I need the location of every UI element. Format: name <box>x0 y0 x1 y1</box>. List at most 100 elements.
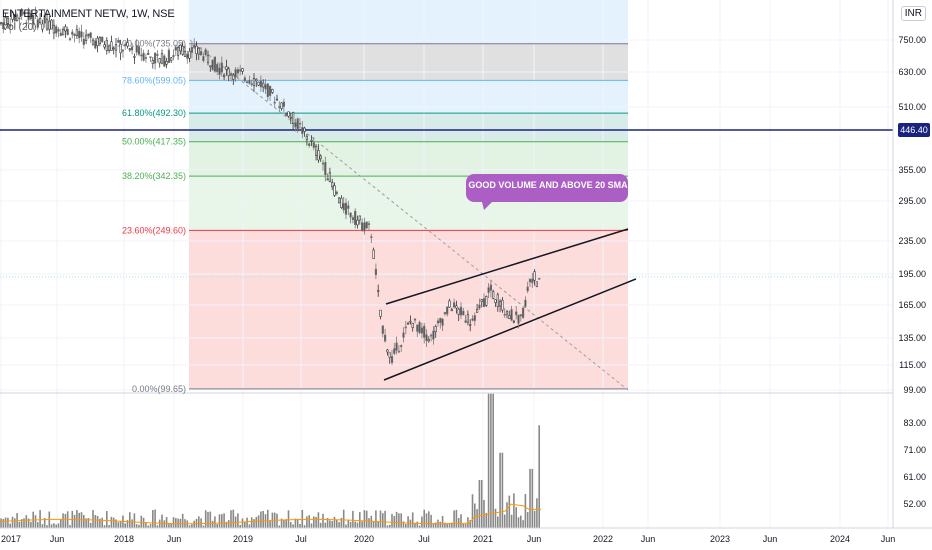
volume-bar <box>439 521 442 528</box>
volume-bar <box>469 520 471 528</box>
candle-body <box>188 50 191 59</box>
candle-body <box>273 101 276 104</box>
time-tick-label: 2023 <box>710 534 730 544</box>
candle-body <box>257 81 260 86</box>
candle-body <box>45 18 49 30</box>
candle-body <box>450 309 453 312</box>
candle-body <box>423 325 426 338</box>
candle-body <box>190 47 194 53</box>
candle-body <box>262 82 265 88</box>
candle-body <box>11 11 14 20</box>
candle-body <box>524 299 527 307</box>
candle-body <box>246 81 249 83</box>
volume-bar <box>347 519 350 528</box>
candle-body <box>18 17 21 20</box>
volume-bar <box>333 516 336 528</box>
candle-body <box>236 69 240 74</box>
candle-body <box>158 58 161 64</box>
candle-body <box>466 314 470 323</box>
volume-bar <box>214 516 216 528</box>
candle-body <box>110 41 113 51</box>
volume-bar <box>64 513 67 528</box>
volume-bar <box>57 523 60 528</box>
currency-badge[interactable]: INR <box>900 6 926 21</box>
price-tick-label: 115.00 <box>899 360 926 370</box>
candle-body <box>165 61 168 65</box>
volume-bar <box>188 525 191 528</box>
candle-body <box>38 18 42 23</box>
volume-bar <box>476 509 478 528</box>
candle-body <box>347 205 350 209</box>
volume-bar <box>529 468 531 528</box>
candle-body <box>291 112 295 125</box>
volume-bar <box>181 513 184 528</box>
volume-bar <box>85 518 87 528</box>
time-tick-label: 2018 <box>114 534 134 544</box>
volume-bar <box>41 524 44 528</box>
candle-body <box>314 145 318 156</box>
time-tick-label: Jul <box>295 534 307 544</box>
volume-bar <box>428 511 430 528</box>
candle-body <box>114 44 118 51</box>
candle-body <box>223 74 226 78</box>
candle-body <box>409 320 412 323</box>
time-tick-label: 2024 <box>830 534 850 544</box>
candle-body <box>287 111 290 117</box>
volume-bar <box>294 518 297 528</box>
time-tick-label: Jun <box>641 534 656 544</box>
volume-bar <box>365 510 368 528</box>
volume-bar <box>345 524 347 528</box>
candle-body <box>200 51 203 56</box>
volume-bar <box>342 509 345 528</box>
volume-bar <box>163 520 166 528</box>
price-tick-label: 165.00 <box>898 300 926 310</box>
candle-body <box>154 52 157 64</box>
candle-body <box>308 143 311 146</box>
volume-bar <box>23 518 25 528</box>
volume-bar <box>441 515 444 528</box>
volume-bar <box>382 513 384 528</box>
candle-body <box>66 28 69 36</box>
candle-body <box>413 318 417 321</box>
candle-body <box>151 59 154 64</box>
volume-bar <box>133 513 136 528</box>
volume-bar <box>53 523 55 528</box>
volume-bar <box>299 524 301 528</box>
candle-body <box>268 85 272 96</box>
candle-body <box>503 314 506 316</box>
candle-body <box>448 300 451 308</box>
candle-body <box>133 55 136 58</box>
volume-bar <box>55 524 57 528</box>
volume-bar <box>361 521 363 528</box>
time-tick-label: Jun <box>881 534 896 544</box>
fib-zone <box>189 230 628 389</box>
candle-body <box>351 217 355 221</box>
candle-body <box>91 39 95 46</box>
candle-body <box>213 56 217 72</box>
candle-body <box>71 31 74 35</box>
candle-body <box>473 315 476 321</box>
candle-body <box>379 309 382 317</box>
volume-bar <box>319 522 322 528</box>
volume-bar <box>138 524 140 528</box>
candle-body <box>471 318 474 321</box>
candle-body <box>225 66 228 70</box>
volume-bar <box>202 525 205 528</box>
candle-body <box>485 296 488 306</box>
candle-body <box>349 212 352 218</box>
volume-bar <box>46 525 48 528</box>
price-tick-label: 750.00 <box>898 35 926 45</box>
candle-body <box>239 69 242 72</box>
volume-bar <box>480 480 483 528</box>
volume-bar <box>524 494 527 528</box>
candle-body <box>498 301 502 307</box>
volume-bar <box>317 512 320 528</box>
candle-body <box>216 64 219 72</box>
candle-body <box>124 44 127 46</box>
candle-body <box>137 46 141 55</box>
candle-body <box>420 327 424 334</box>
candle-body <box>354 210 357 226</box>
price-tick-label: 630.00 <box>898 67 926 77</box>
volume-bar <box>336 519 338 528</box>
